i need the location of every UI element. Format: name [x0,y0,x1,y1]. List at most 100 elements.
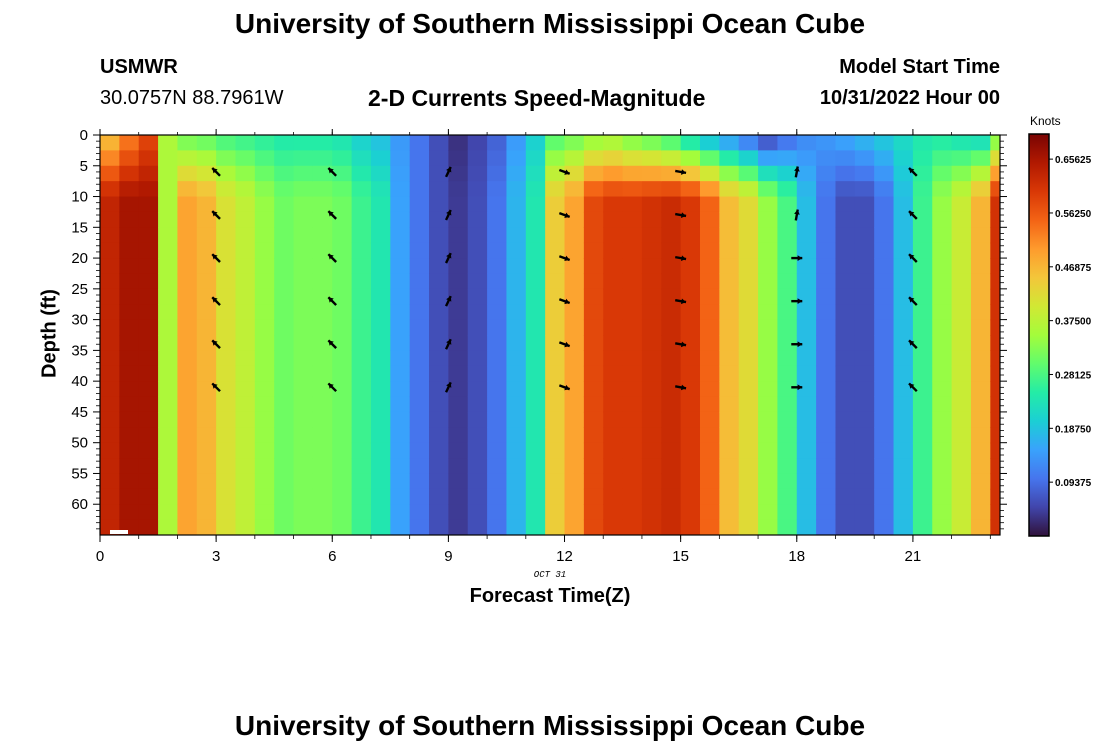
heatmap-cell [312,335,333,351]
heatmap-cell [796,350,817,367]
heatmap-cell [719,427,740,444]
heatmap-cell [758,227,779,244]
heatmap-cell [835,319,856,336]
heatmap-cell [583,396,604,413]
heatmap-cell [951,242,972,259]
heatmap-cell [641,258,662,275]
colorbar-tick-label: 0.09375 [1055,478,1092,489]
heatmap-cell [854,350,875,367]
heatmap-cell [583,335,604,351]
heatmap-cell [796,196,817,213]
heatmap-cell [138,150,159,167]
heatmap-cell [138,350,159,367]
heatmap-cell [429,150,449,167]
heatmap-cell [661,488,682,505]
heatmap-cell [216,211,237,228]
heatmap-cell [429,411,449,428]
current-vector-arrowhead [212,211,218,217]
current-vector-arrowhead [909,340,915,346]
heatmap-cell [970,181,991,198]
heatmap-cell [854,273,875,290]
heatmap-cell [448,396,469,413]
heatmap-cell [158,350,179,367]
heatmap-cell [506,211,527,228]
heatmap-cell [351,396,372,413]
heatmap-cell [700,504,720,521]
heatmap-cell [661,458,682,475]
heatmap-cell [293,427,314,444]
colorbar-tick-label: 0.46875 [1055,263,1092,274]
heatmap-cell [138,381,159,398]
heatmap-cell [835,350,856,367]
heatmap-cell [254,473,275,490]
heatmap-cell [796,273,817,290]
heatmap-cell [351,242,372,259]
heatmap-cell [119,381,140,398]
heatmap-cell [816,365,837,382]
heatmap-cell [429,519,449,535]
heatmap-cell [119,211,140,228]
heatmap-cell [332,335,353,351]
heatmap-cell [932,381,953,398]
heatmap-cell [661,473,682,490]
heatmap-cell [796,442,817,459]
current-vector-arrowhead [564,298,570,305]
heatmap-cell [990,288,1000,305]
heatmap-cell [835,211,856,228]
heatmap-cell [622,335,643,351]
heatmap-cell [835,273,856,290]
heatmap-cell [370,211,391,228]
heatmap-cell [719,458,740,475]
heatmap-cell [932,319,953,336]
heatmap-cell [467,396,488,413]
heatmap-cell [854,319,875,336]
heatmap-cell [100,442,120,459]
heatmap-cell [138,319,159,336]
heatmap-cell [661,319,682,336]
heatmap-cell [506,319,527,336]
heatmap-cell [622,365,643,382]
heatmap-cell [719,258,740,275]
heatmap-cell [177,519,198,535]
heatmap-cell [700,196,720,213]
heatmap-cell [525,504,546,521]
heatmap-cell [680,150,701,167]
heatmap-cell [816,473,837,490]
heatmap-cell [854,519,875,535]
x-tick-label: 15 [672,548,689,565]
heatmap-cell [177,442,198,459]
heatmap-cell [390,442,411,459]
heatmap-cell [545,350,566,367]
heatmap-cell [332,442,353,459]
heatmap-cell [719,488,740,505]
heatmap-cell [758,427,779,444]
heatmap-cell [932,227,953,244]
heatmap-cell [970,135,991,151]
heatmap-cell [370,227,391,244]
heatmap-cell [758,258,779,275]
y-tick-label: 35 [71,342,88,359]
heatmap-cell [254,227,275,244]
heatmap-cell [680,242,701,259]
heatmap-cell [467,211,488,228]
heatmap-cell [932,442,953,459]
y-tick-label: 55 [71,465,88,482]
heatmap-cell [351,227,372,244]
heatmap-cell [719,150,740,167]
heatmap-cell [641,458,662,475]
heatmap-cell [525,165,546,182]
heatmap-cell [196,165,217,182]
heatmap-cell [100,258,120,275]
heatmap-cell [564,135,585,151]
heatmap-cell [274,273,295,290]
heatmap-cell [312,319,333,336]
heatmap-cell [293,304,314,321]
heatmap-cell [235,319,256,336]
heatmap-cell [932,242,953,259]
heatmap-cell [874,442,895,459]
heatmap-cell [235,411,256,428]
heatmap-cell [487,165,508,182]
y-tick-label: 40 [71,373,88,390]
heatmap-cell [196,181,217,198]
heatmap-cell [119,242,140,259]
